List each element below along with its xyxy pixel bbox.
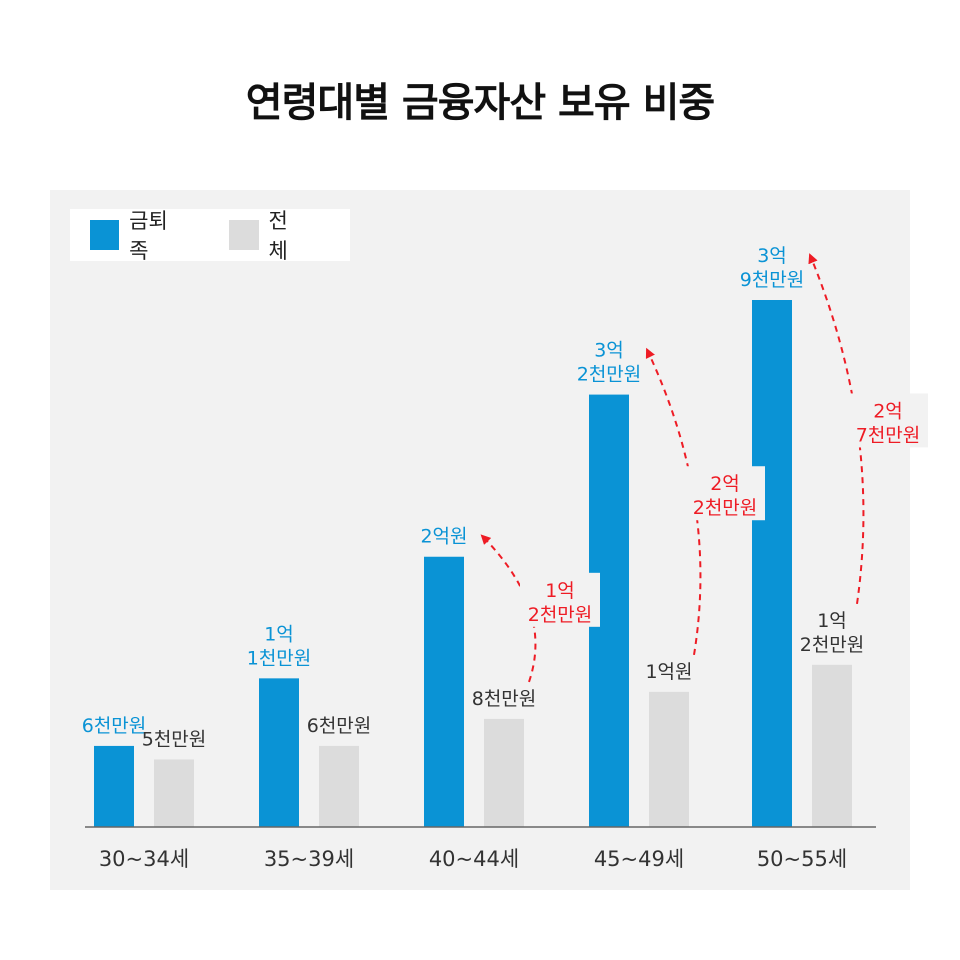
bar-primary-4 — [752, 300, 792, 827]
difference-arrow-2 — [808, 253, 865, 604]
value-label-primary-4-line-1: 9천만원 — [740, 269, 805, 291]
legend: 금퇴족 전체 — [70, 209, 350, 263]
legend-label-primary: 금퇴족 — [129, 209, 168, 263]
value-label-secondary-4-line-0: 1억 — [817, 610, 847, 632]
value-label-secondary-0-line-0: 5천만원 — [142, 728, 207, 750]
value-label-secondary-2-line-0: 8천만원 — [472, 688, 537, 710]
value-label-primary-2-line-0: 2억원 — [420, 526, 467, 548]
x-tick-label-0: 30~34세 — [99, 847, 189, 871]
difference-label-bg-0 — [520, 572, 600, 627]
legend-label-secondary: 전체 — [268, 209, 288, 263]
difference-label-0-line-1: 2천만원 — [528, 604, 593, 626]
legend-swatch-primary — [90, 220, 120, 250]
bar-secondary-0 — [154, 759, 194, 827]
value-label-primary-3-line-0: 3억 — [594, 340, 624, 362]
bar-primary-0 — [94, 745, 134, 827]
difference-label-0-line-0: 1억 — [545, 580, 575, 602]
value-label-secondary-4-line-1: 2천만원 — [800, 634, 865, 656]
x-tick-label-4: 50~55세 — [757, 847, 847, 871]
legend-item-primary: 금퇴족 — [90, 205, 185, 265]
legend-swatch-secondary — [229, 220, 259, 250]
value-label-secondary-1-line-0: 6천만원 — [307, 715, 372, 737]
bar-secondary-1 — [319, 745, 359, 827]
value-label-primary-1-line-0: 1억 — [264, 623, 294, 645]
value-label-primary-3-line-1: 2천만원 — [577, 364, 642, 386]
legend-item-secondary: 전체 — [229, 205, 306, 265]
difference-label-2-line-1: 7천만원 — [856, 424, 921, 446]
x-tick-label-3: 45~49세 — [594, 847, 684, 871]
difference-label-bg-1 — [685, 466, 765, 521]
value-label-secondary-3-line-0: 1억원 — [645, 661, 692, 683]
x-tick-label-2: 40~44세 — [429, 847, 519, 871]
difference-label-2-line-0: 2억 — [873, 400, 903, 422]
difference-label-1-line-0: 2억 — [710, 473, 740, 495]
difference-label-1-line-1: 2천만원 — [693, 497, 758, 519]
bar-primary-1 — [259, 678, 299, 827]
value-label-primary-0-line-0: 6천만원 — [82, 715, 147, 737]
value-label-primary-4-line-0: 3억 — [757, 245, 787, 267]
bar-secondary-4 — [812, 664, 852, 827]
bar-primary-2 — [424, 556, 464, 827]
bar-secondary-2 — [484, 718, 524, 827]
bar-secondary-3 — [649, 691, 689, 827]
value-label-primary-1-line-1: 1천만원 — [247, 647, 312, 669]
difference-label-bg-2 — [848, 393, 928, 448]
x-tick-label-1: 35~39세 — [264, 847, 354, 871]
chart-title: 연령대별 금융자산 보유 비중 — [245, 80, 715, 126]
